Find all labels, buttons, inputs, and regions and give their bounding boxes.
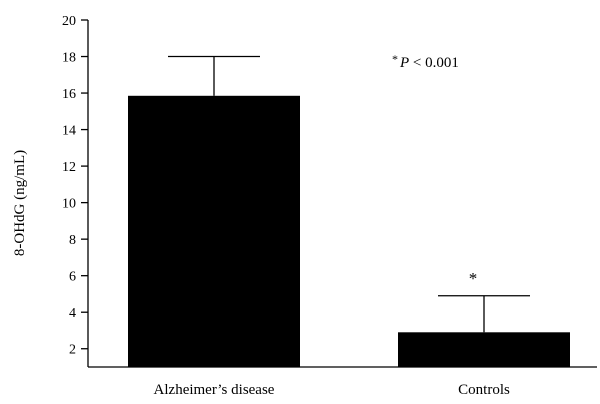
significance-marker: * — [469, 269, 478, 288]
bars-group — [128, 95, 570, 367]
y-tick-label: 4 — [69, 306, 76, 321]
y-tick-label: 16 — [62, 87, 76, 102]
significance-markers-group: * — [469, 269, 478, 288]
p-value-symbol: P — [399, 55, 409, 71]
y-tick-label: 14 — [62, 124, 76, 139]
bar — [128, 95, 300, 367]
error-bars-group — [168, 55, 530, 333]
y-ticks-group: 2 4 6 8 10 12 14 16 18 20 — [62, 14, 88, 358]
y-tick-label: 10 — [62, 197, 76, 212]
y-tick-label: 20 — [62, 14, 76, 29]
category-label: Alzheimer’s disease — [154, 382, 275, 398]
bar — [398, 332, 570, 367]
axes-group — [87, 20, 597, 368]
y-tick-label: 8 — [69, 233, 76, 248]
y-axis-label: 8-OHdG (ng/mL) — [12, 150, 28, 256]
y-tick-label: 12 — [62, 160, 76, 175]
category-label: Controls — [458, 382, 510, 398]
p-value-annotation: * P < 0.001 — [392, 52, 459, 71]
y-tick-label: 6 — [69, 270, 76, 285]
y-tick-label: 2 — [69, 343, 76, 358]
y-tick-label: 18 — [62, 51, 76, 66]
p-value-asterisk: * — [392, 52, 398, 66]
category-labels-group: Alzheimer’s disease Controls — [154, 382, 510, 398]
p-value-text: < 0.001 — [409, 55, 459, 71]
